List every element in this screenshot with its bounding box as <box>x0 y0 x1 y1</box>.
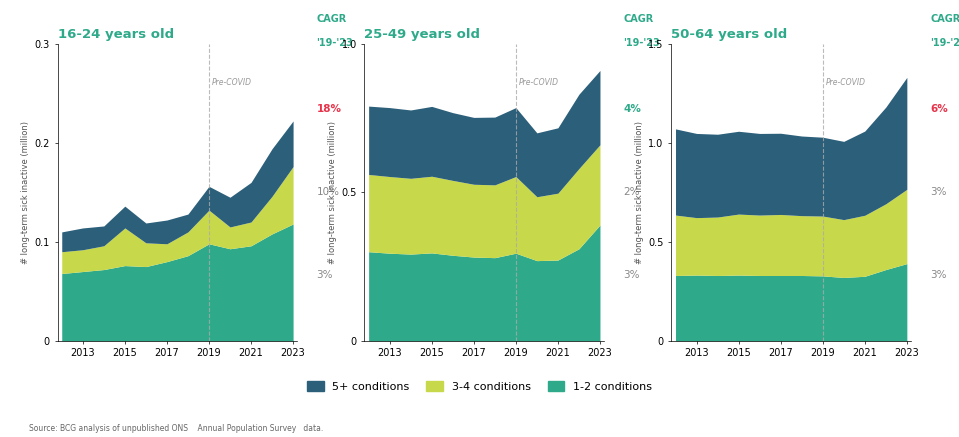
Text: 18%: 18% <box>316 104 341 114</box>
Text: CAGR: CAGR <box>316 14 347 24</box>
Text: 50-64 years old: 50-64 years old <box>671 28 787 41</box>
Text: 16-24 years old: 16-24 years old <box>58 28 174 41</box>
Text: 10%: 10% <box>316 187 339 197</box>
Text: 3%: 3% <box>930 187 947 197</box>
Y-axis label: # long-term sick inactive (million): # long-term sick inactive (million) <box>21 121 31 264</box>
Text: 3%: 3% <box>316 271 333 281</box>
Text: 4%: 4% <box>623 104 642 114</box>
Text: 3%: 3% <box>930 271 947 281</box>
Y-axis label: # long-term sick inactive (million): # long-term sick inactive (million) <box>328 121 338 264</box>
Text: 3%: 3% <box>623 271 640 281</box>
Y-axis label: # long-term sick inactive (million): # long-term sick inactive (million) <box>635 121 644 264</box>
Text: 25-49 years old: 25-49 years old <box>364 28 480 41</box>
Legend: 5+ conditions, 3-4 conditions, 1-2 conditions: 5+ conditions, 3-4 conditions, 1-2 condi… <box>302 377 657 396</box>
Text: Pre-COVID: Pre-COVID <box>826 78 866 87</box>
Text: 6%: 6% <box>930 104 948 114</box>
Text: 2%: 2% <box>623 187 640 197</box>
Text: Source: BCG analysis of unpublished ONS    Annual Population Survey   data.: Source: BCG analysis of unpublished ONS … <box>29 423 323 433</box>
Text: '19-'23: '19-'23 <box>930 38 959 48</box>
Text: '19-'23: '19-'23 <box>316 38 353 48</box>
Text: '19-'23: '19-'23 <box>623 38 660 48</box>
Text: CAGR: CAGR <box>623 14 654 24</box>
Text: Pre-COVID: Pre-COVID <box>519 78 559 87</box>
Text: Pre-COVID: Pre-COVID <box>212 78 252 87</box>
Text: CAGR: CAGR <box>930 14 959 24</box>
